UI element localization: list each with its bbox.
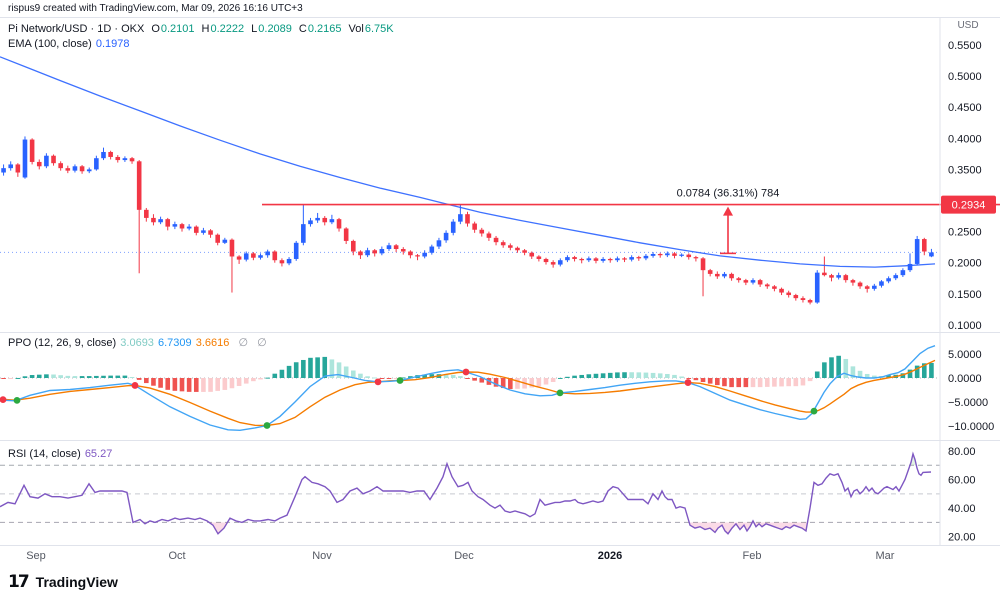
volume-value: 6.75K: [364, 23, 394, 35]
axis-tick-label: 0.3500: [948, 164, 982, 176]
time-axis-label: 2026: [597, 550, 623, 562]
ppo-pane[interactable]: 5.0000 0.0000 −5.0000 −10.0000: [0, 332, 1000, 441]
ppo-hist-value: 3.0693: [120, 337, 154, 349]
axis-tick-label: 0.4500: [948, 102, 982, 114]
rsi-value: 65.27: [84, 448, 113, 460]
main-chart-svg[interactable]: 0.0784 (36.31%) 784 0.5500 0.5000 0.4500 0.4…: [0, 18, 1000, 332]
time-axis-label: Oct: [168, 550, 186, 562]
hidden-source-icon: ∅: [238, 337, 249, 349]
ppo-line-value: 6.7309: [158, 337, 192, 349]
main-chart-pane[interactable]: 0.0784 (36.31%) 784 0.5500 0.5000 0.4500 0.4…: [0, 18, 1000, 332]
rsi-line: [0, 451, 932, 535]
axis-tick-label: 0.1500: [948, 289, 982, 301]
tradingview-logo[interactable]: 17 TradingView: [8, 571, 118, 593]
high-label: H: [201, 23, 210, 35]
axis-tick-label: 80.00: [948, 446, 976, 458]
time-axis-label: Dec: [454, 550, 474, 562]
ema-label[interactable]: EMA (100, close): [8, 38, 92, 50]
crossover-dot-green: [13, 396, 21, 404]
candles-layer: [1, 136, 934, 305]
axis-tick-label: 0.2000: [948, 258, 982, 270]
tradingview-logo-text[interactable]: TradingView: [35, 574, 118, 590]
low-value: 0.2089: [258, 23, 292, 35]
time-axis[interactable]: Sep Oct Nov Dec 2026 Feb Mar: [0, 545, 1000, 566]
watermark-text: rispus9 created with TradingView.com, Ma…: [8, 3, 303, 14]
axis-tick-label: 5.0000: [948, 349, 982, 361]
main-legend: Pi Network/USD · 1D · OKX O0.2101 H0.2222 L…: [8, 22, 394, 37]
rsi-oversold-fill: [0, 522, 931, 534]
ppo-signal-line: [0, 359, 936, 427]
axis-tick-label: 0.1000: [948, 320, 982, 332]
low-label: L: [251, 23, 258, 35]
level-price-badge: [941, 195, 996, 214]
time-axis-label: Mar: [875, 550, 895, 562]
rsi-label[interactable]: RSI (14, close): [8, 448, 81, 460]
crossover-dot-red: [684, 379, 692, 386]
time-axis-label: Sep: [26, 550, 46, 562]
symbol-title[interactable]: Pi Network/USD · 1D · OKX: [8, 23, 145, 35]
close-label: C: [298, 23, 307, 35]
rsi-pane[interactable]: 80.00 60.00 40.00 20.00: [0, 440, 1000, 546]
watermark-bar: rispus9 created with TradingView.com, Ma…: [0, 0, 1000, 18]
ppo-signal-value: 3.6616: [195, 337, 230, 349]
crossover-dot-green: [396, 377, 404, 384]
high-value: 0.2222: [210, 23, 245, 35]
axis-tick-label: 0.2500: [948, 227, 982, 239]
time-axis-label: Feb: [742, 550, 762, 562]
axis-tick-label: −5.0000: [948, 397, 988, 409]
ppo-chart-svg[interactable]: 5.0000 0.0000 −5.0000 −10.0000: [0, 333, 1000, 441]
axis-tick-label: 0.0000: [948, 373, 982, 385]
ppo-legend: PPO (12, 26, 9, close) 3.0693 6.7309 3.6…: [8, 336, 267, 351]
axis-tick-label: 0.4000: [948, 133, 982, 145]
crossover-dot-green: [810, 407, 818, 415]
open-value: 0.2101: [160, 23, 195, 35]
ppo-line: [0, 345, 936, 432]
measure-label: 0.0784 (36.31%) 784: [677, 188, 780, 200]
svg-text:0.2934: 0.2934: [952, 200, 986, 212]
ema-value: 0.1978: [95, 38, 130, 50]
close-value: 0.2165: [307, 23, 342, 35]
crossover-dot-red: [374, 378, 382, 386]
axis-tick-label: 0.5000: [948, 71, 982, 83]
crossover-dot-green: [263, 422, 271, 429]
crossover-dot-red: [0, 396, 7, 403]
crossover-dot-red: [131, 382, 139, 389]
axis-tick-label: −10.0000: [948, 421, 994, 433]
open-label: O: [151, 23, 160, 35]
axis-tick-label: 40.00: [948, 503, 976, 515]
axis-tick-label: 20.00: [948, 532, 976, 544]
rsi-legend: RSI (14, close) 65.27: [8, 447, 112, 462]
crossover-dot-red: [462, 368, 470, 376]
crossover-dot-green: [556, 389, 564, 397]
hidden-source-icon: ∅: [257, 337, 267, 349]
time-axis-label: Nov: [312, 550, 332, 562]
axis-tick-label: 60.00: [948, 475, 976, 487]
volume-label: Vol: [348, 23, 364, 35]
ema-legend: EMA (100, close) 0.1978: [8, 37, 129, 52]
currency-label: USD: [957, 20, 979, 31]
rsi-chart-svg[interactable]: 80.00 60.00 40.00 20.00: [0, 441, 1000, 546]
axis-tick-label: 0.5500: [948, 40, 982, 52]
price-axis[interactable]: [940, 18, 1000, 565]
tradingview-logo-icon[interactable]: 17: [8, 572, 30, 592]
ema-line: [0, 56, 936, 268]
ppo-label[interactable]: PPO (12, 26, 9, close): [8, 337, 117, 349]
